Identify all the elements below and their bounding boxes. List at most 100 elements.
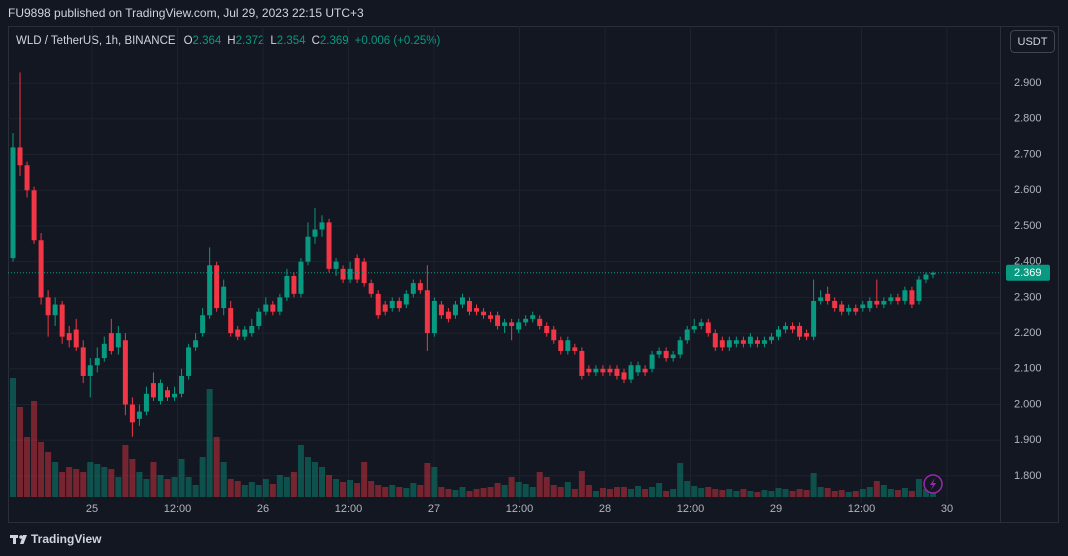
y-tick-label: 2.000	[1014, 398, 1042, 410]
candle-body	[277, 297, 283, 312]
candle-body	[94, 358, 100, 366]
y-tick-label: 2.800	[1014, 113, 1042, 125]
volume-bar	[838, 490, 845, 497]
candle-body	[326, 222, 332, 269]
candle-body	[544, 325, 550, 334]
volume-bar	[248, 482, 255, 497]
x-tick-label: 12:00	[506, 503, 534, 515]
candle-body	[488, 315, 494, 319]
volume-bar	[101, 467, 108, 497]
volume-bar	[747, 491, 754, 497]
close-value: 2.369	[320, 35, 349, 47]
volume-bar	[543, 477, 550, 497]
candle-body	[17, 147, 23, 166]
candle-body	[375, 293, 381, 316]
candle-body	[481, 311, 487, 316]
candle-body	[66, 333, 72, 341]
volume-bar	[38, 442, 45, 497]
volume-bar	[817, 487, 824, 497]
volume-bar	[326, 475, 333, 497]
volume-bar	[501, 485, 508, 497]
volume-bar	[311, 462, 318, 497]
candle-body	[24, 165, 30, 191]
volume-bar	[536, 472, 543, 497]
volume-bar	[241, 485, 248, 497]
candle-body	[200, 315, 206, 334]
close-label: C	[312, 35, 320, 47]
candle-body	[853, 308, 859, 312]
volume-bar	[262, 479, 269, 497]
candle-body	[122, 340, 128, 405]
brand: TradingView	[31, 532, 102, 546]
candle-body	[80, 347, 86, 376]
candle-body	[846, 308, 852, 312]
volume-bar	[122, 445, 129, 497]
lightning-icon[interactable]	[923, 474, 943, 494]
volume-bar	[571, 489, 578, 497]
volume-bar	[824, 488, 831, 497]
volume-bar	[410, 483, 417, 497]
volume-bar	[522, 484, 529, 497]
candle-body	[691, 325, 697, 330]
volume-bar	[656, 483, 663, 497]
y-tick-label: 2.500	[1014, 220, 1042, 232]
candle-body	[136, 411, 142, 419]
symbol: WLD / TetherUS, 1h, BINANCE	[16, 35, 176, 47]
candle-body	[923, 274, 929, 280]
candle-body	[698, 322, 704, 326]
volume-bar	[480, 488, 487, 497]
currency-button[interactable]	[1010, 30, 1055, 53]
volume-bar	[368, 481, 375, 497]
volume-bar	[347, 480, 354, 497]
last-price-tag	[1006, 264, 1050, 281]
volume-bar	[143, 479, 150, 497]
volume-bar	[396, 487, 403, 497]
candle-body	[579, 350, 585, 376]
volume-bar	[901, 488, 908, 497]
candle-body	[502, 322, 508, 326]
candle-body	[600, 368, 606, 373]
candle-body	[818, 297, 824, 301]
y-tick-label: 2.700	[1014, 148, 1042, 160]
candle-body	[333, 261, 339, 269]
candle-body	[45, 297, 51, 316]
y-tick-label: 2.100	[1014, 363, 1042, 375]
volume-bar	[431, 467, 438, 497]
volume-bar	[782, 489, 789, 497]
candle-body	[368, 283, 374, 294]
candle-body	[291, 275, 297, 294]
candle-body	[157, 383, 163, 401]
volume-bar	[375, 485, 382, 497]
candle-body	[642, 368, 648, 373]
volume-bar	[87, 462, 94, 497]
candle-body	[663, 350, 669, 359]
volume-bar	[845, 492, 852, 497]
volume-bar	[304, 457, 311, 497]
candle-body	[881, 300, 887, 305]
candle-body	[614, 368, 620, 376]
candle-body	[586, 368, 592, 373]
y-tick-label: 2.200	[1014, 327, 1042, 339]
volume-bar	[564, 482, 571, 497]
candle-body	[347, 268, 353, 280]
candle-body	[909, 290, 915, 305]
volume-bar	[796, 489, 803, 497]
volume-bar	[361, 462, 368, 497]
volume-bar	[698, 488, 705, 497]
candle-body	[783, 325, 789, 330]
volume-bar	[269, 484, 276, 497]
volume-bar	[136, 472, 143, 497]
low-label: L	[270, 35, 277, 47]
volume-bar	[459, 487, 466, 497]
candle-body	[396, 300, 402, 309]
volume-bar	[403, 488, 410, 497]
currency-label[interactable]: USDT	[1018, 36, 1048, 48]
volume-bar	[171, 477, 178, 497]
volume-bar	[557, 487, 564, 497]
volume-bar	[108, 469, 115, 497]
volume-bar	[319, 467, 326, 497]
volume-bar	[691, 486, 698, 497]
volume-bar	[508, 477, 515, 497]
candle-body	[214, 265, 220, 309]
x-tick-label: 29	[770, 503, 782, 515]
